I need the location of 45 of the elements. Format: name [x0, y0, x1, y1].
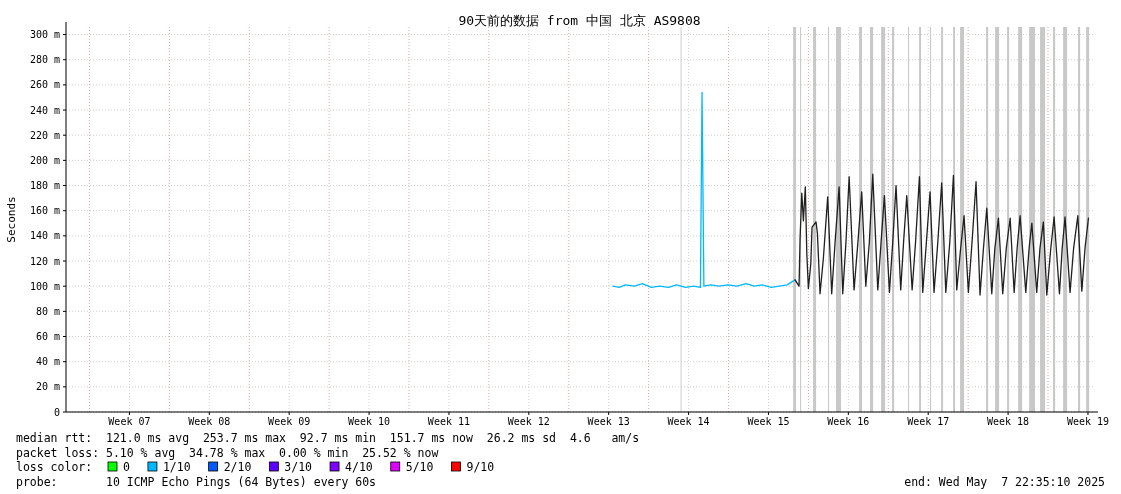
legend-label: 5/10 — [405, 460, 434, 474]
legend-label: 2/10 — [223, 460, 252, 474]
y-tick-label: 220 m — [29, 129, 60, 141]
line-series — [794, 173, 1090, 296]
legend-label: 3/10 — [284, 460, 313, 474]
y-tick-label: 20 m — [35, 381, 60, 393]
x-tick-label: Week 12 — [507, 416, 550, 427]
x-tick-label: Week 11 — [427, 416, 471, 427]
text: median rtt: 121.0 ms avg 253.7 ms max 92.7 ms min 151.7 ms now 26.2 ms sd 4.6 am/s — [16, 431, 640, 445]
legend-label: 1/10 — [162, 460, 191, 474]
y-tick-label: 200 m — [29, 154, 60, 166]
line-series — [612, 91, 796, 289]
y-tick-label: 160 m — [29, 205, 60, 217]
x-tick-label: Week 19 — [1066, 416, 1110, 427]
y-tick-label: 280 m — [29, 54, 60, 66]
y-tick-label: 0 — [53, 406, 60, 418]
text: end: Wed May 7 22:35:10 2025 — [904, 474, 1105, 489]
y-tick-label: 240 m — [29, 104, 60, 116]
x-tick-label: Week 09 — [268, 416, 311, 427]
x-tick-label: Week 17 — [907, 416, 950, 427]
legend-title: loss color: — [16, 460, 93, 474]
y-tick-label: 180 m — [29, 180, 60, 192]
y-tick-label: 300 m — [29, 29, 60, 41]
x-tick-label: Week 07 — [108, 416, 151, 427]
y-tick-label: 40 m — [35, 356, 60, 368]
text: probe: 10 ICMP Echo Pings (64 Bytes) every 60s — [16, 474, 377, 489]
text: packet loss: 5.10 % avg 34.78 % max 0.00 % min 25.52 % now — [16, 445, 439, 460]
y-tick-label: 80 m — [35, 305, 60, 317]
x-tick-label: Week 16 — [827, 416, 870, 427]
x-tick-label: Week 18 — [987, 416, 1030, 427]
y-tick-label: 60 m — [35, 331, 60, 343]
y-tick-label: 140 m — [29, 230, 60, 242]
y-axis-title: Seconds — [5, 196, 18, 243]
y-tick-label: 100 m — [29, 280, 60, 292]
legend-label: 4/10 — [345, 460, 373, 474]
x-tick-label: Week 08 — [188, 416, 231, 427]
y-tick-label: 120 m — [29, 255, 60, 267]
x-tick-label: Week 14 — [667, 416, 710, 427]
chart-title: 90天前的数据 from 中国 北京 AS9808 — [458, 13, 701, 28]
x-tick-label: Week 10 — [347, 416, 391, 427]
legend-label: 9/10 — [466, 460, 495, 474]
legend-label: 0 — [123, 460, 130, 474]
y-tick-label: 260 m — [29, 79, 60, 91]
x-tick-label: Week 13 — [587, 416, 630, 427]
x-tick-label: Week 15 — [747, 416, 790, 427]
